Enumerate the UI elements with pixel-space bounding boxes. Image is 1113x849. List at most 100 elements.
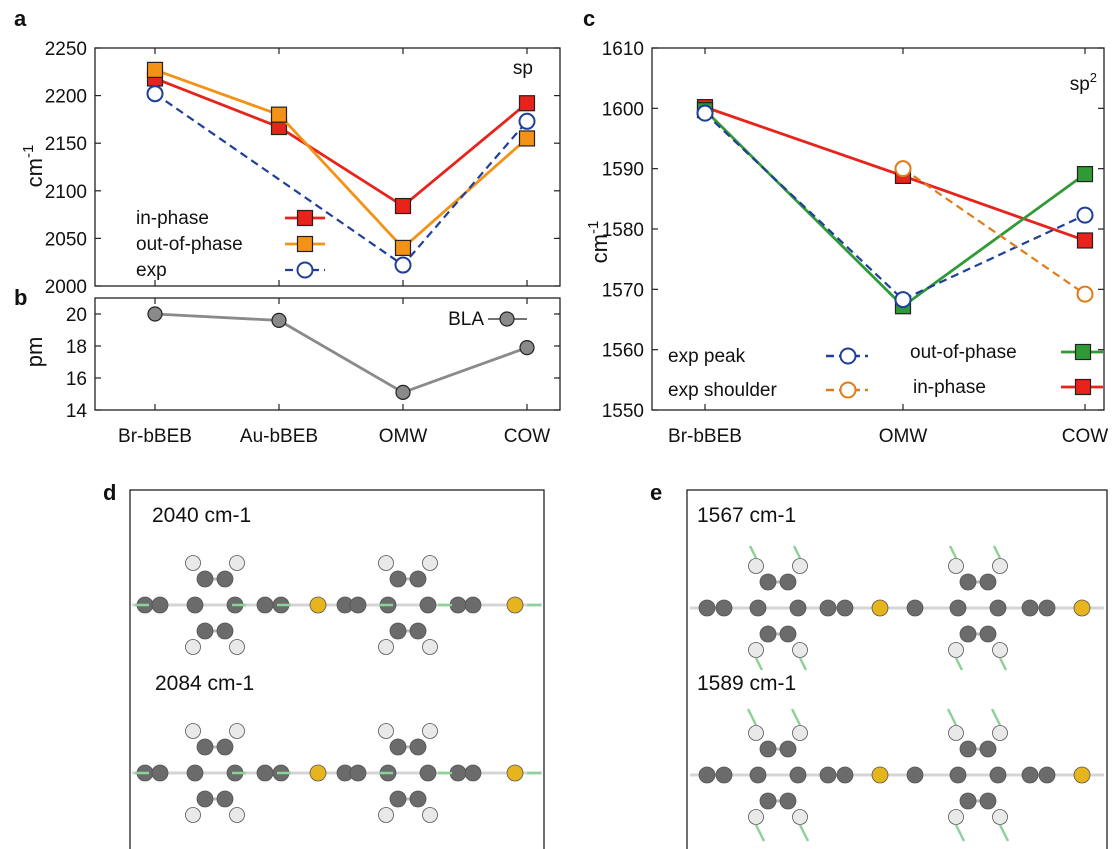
carbon-atom (819, 766, 837, 784)
carbon-atom (256, 596, 274, 614)
molecule-e-top (690, 545, 1104, 671)
carbon-atom (216, 622, 234, 640)
legend-marker-exp-peak (839, 347, 857, 365)
molecule-panel-e: 1567 cm-1 1589 cm-1 (686, 489, 1108, 849)
carbon-atom (151, 764, 169, 782)
series-line-exp-shoulder (902, 167, 1086, 296)
carbon-atom (409, 570, 427, 588)
carbon-atom (389, 790, 407, 808)
legend-marker-exp-shoulder (839, 381, 857, 399)
panel-letter-a: a (14, 6, 27, 31)
mode-label-e-bottom: 1589 cm-1 (697, 672, 796, 695)
carbon-atom (698, 599, 716, 617)
carbon-atom (186, 764, 204, 782)
molecule-panel-d: 2040 cm-1 2084 cm-1 (129, 489, 545, 849)
hydrogen-atom (422, 639, 438, 655)
hydrogen-atom (422, 723, 438, 739)
panel-e-frame (686, 489, 1108, 849)
carbon-atom (749, 766, 767, 784)
series-line-exp-peak (704, 112, 1086, 301)
y-tick-label: 14 (66, 401, 88, 422)
series-exp-shoulder (894, 160, 1094, 303)
data-point-exp-peak (696, 104, 714, 122)
data-point-bla (147, 306, 163, 322)
gold-atom (871, 766, 889, 784)
carbon-atom (759, 792, 777, 810)
carbon-atom (959, 573, 977, 591)
mode-label-d-top: 2040 cm-1 (152, 504, 251, 527)
data-point-out-of-phase (1076, 165, 1094, 183)
series-out-of-phase (696, 102, 1094, 315)
y-tick-label: 1600 (602, 99, 644, 120)
displacement-arrow (790, 708, 802, 726)
hydrogen-atom (185, 555, 201, 571)
carbon-atom (216, 570, 234, 588)
x-tick-label: COW (504, 426, 551, 447)
data-point-bla (271, 312, 287, 328)
hydrogen-atom (229, 807, 245, 823)
legend-marker-in-phase (296, 209, 314, 227)
hydrogen-atom (792, 558, 808, 574)
chart-panel-c: 1550 1560 1570 1580 1590 1600 1610 Br-bBEB OMW CO… (585, 39, 1108, 447)
data-point-exp (518, 112, 536, 130)
carbon-atom (715, 599, 733, 617)
y-tick-label: 1560 (602, 341, 644, 362)
y-tick-label: 2050 (45, 229, 87, 250)
legend-label-exp: exp (136, 260, 167, 281)
carbon-atom (196, 570, 214, 588)
hydrogen-atom (748, 642, 764, 658)
mode-label-d-bottom: 2084 cm-1 (155, 672, 254, 695)
molecule-d-top (132, 555, 542, 655)
gold-atom (309, 764, 327, 782)
carbon-atom (409, 738, 427, 756)
data-point-bla (395, 384, 411, 400)
displacement-arrow (748, 545, 758, 559)
data-point-in-phase (518, 95, 536, 112)
carbon-atom (779, 740, 797, 758)
displacement-arrow (746, 708, 758, 726)
displacement-arrow (954, 824, 966, 842)
carbon-atom (464, 764, 482, 782)
series-bla (147, 306, 535, 400)
data-point-exp-peak (1076, 206, 1094, 224)
carbon-atom (779, 625, 797, 643)
hydrogen-atom (948, 809, 964, 825)
carbon-atom (196, 622, 214, 640)
hydrogen-atom (948, 558, 964, 574)
carbon-atom (759, 740, 777, 758)
carbon-atom (759, 573, 777, 591)
data-point-out-of-phase (146, 61, 164, 78)
hydrogen-atom (792, 809, 808, 825)
hydrogen-atom (748, 558, 764, 574)
carbon-atom (959, 625, 977, 643)
carbon-atom (389, 622, 407, 640)
panel-d-frame (129, 489, 545, 849)
annotation-sp2-exponent: 2 (1090, 70, 1097, 85)
carbon-atom (959, 792, 977, 810)
carbon-atom (759, 625, 777, 643)
y-tick-label: 1610 (602, 39, 644, 60)
series-exp (146, 85, 536, 274)
y-tick-label: 2150 (45, 134, 87, 155)
hydrogen-atom (992, 725, 1008, 741)
data-point-out-of-phase (394, 239, 412, 257)
data-point-bla (519, 340, 535, 356)
hydrogen-atom (992, 558, 1008, 574)
carbon-atom (959, 740, 977, 758)
mode-label-e-top: 1567 cm-1 (697, 504, 796, 527)
gold-atom (1073, 599, 1091, 617)
hydrogen-atom (422, 807, 438, 823)
hydrogen-atom (792, 642, 808, 658)
chart-panel-b: 14 16 18 20 Br-bBEB Au-bBEB OMW COW pm BLA (22, 297, 561, 447)
hydrogen-atom (229, 555, 245, 571)
data-point-exp-peak (894, 291, 912, 309)
carbon-atom (151, 596, 169, 614)
carbon-atom (906, 766, 924, 784)
plot-frame (94, 47, 561, 287)
legend-marker-bla (499, 311, 515, 327)
data-point-exp (146, 85, 164, 103)
displacement-arrow (998, 657, 1008, 671)
carbon-atom (789, 599, 807, 617)
hydrogen-atom (378, 555, 394, 571)
displacement-arrow (946, 708, 958, 726)
